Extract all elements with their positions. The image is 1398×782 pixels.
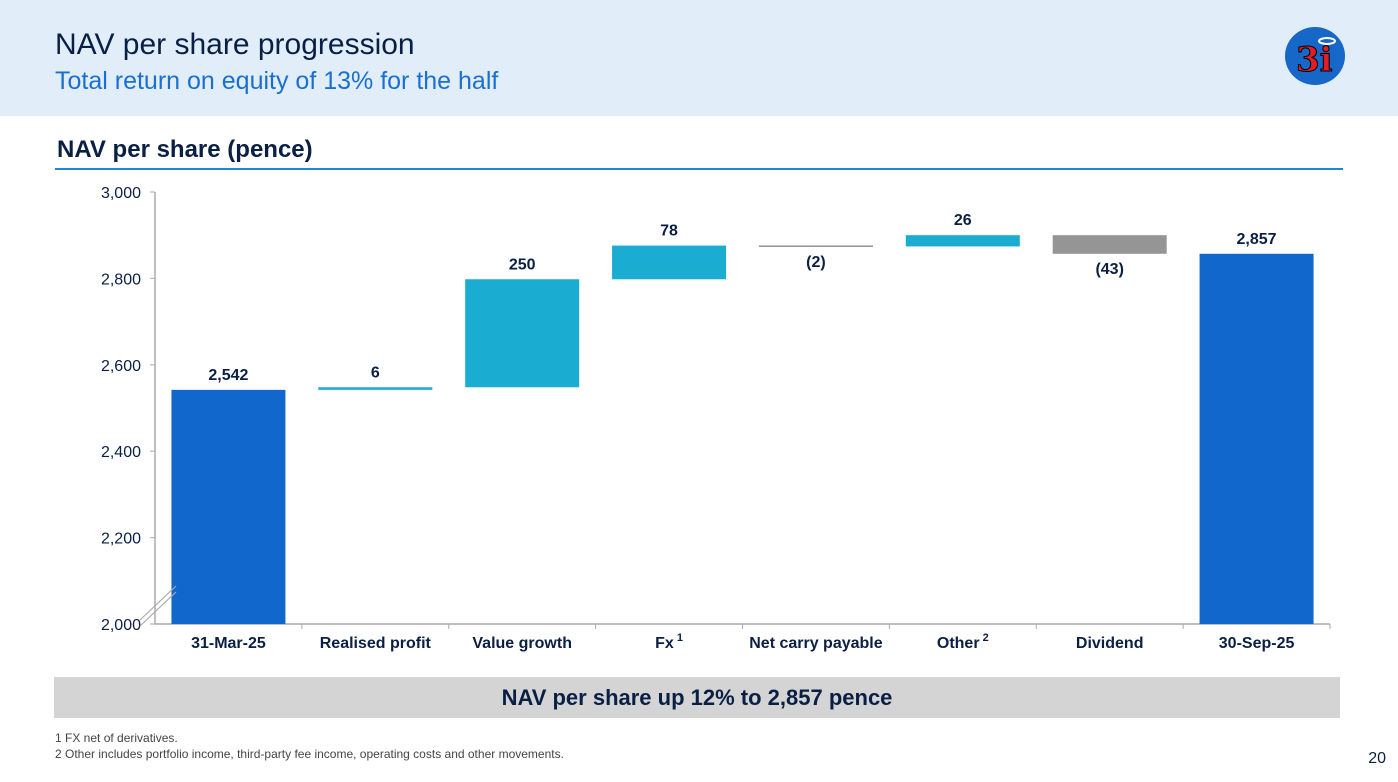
axis-break-mark [139,585,177,621]
data-label: 78 [660,223,678,240]
bar-dividend [1052,235,1167,254]
x-tick-label: Realised profit [320,635,432,652]
bar-other [905,235,1020,247]
x-tick-label: Net carry payable [749,635,883,652]
svg-text:3i: 3i [1296,40,1333,80]
x-tick-label: Fx 1 [655,632,683,652]
page-number: 20 [1368,750,1386,767]
footnote-ref: 1 [674,632,683,644]
data-label: 250 [509,256,536,273]
3i-logo: 3i [1285,27,1345,85]
x-tick-label: Other 2 [937,632,989,652]
footnote-1: 1 FX net of derivatives. [55,731,178,745]
bar-fx [612,245,727,280]
y-tick-label: 2,800 [101,271,141,288]
footnote-2: 2 Other includes portfolio income, third… [55,747,564,761]
footnote-ref: 2 [980,632,989,644]
summary-banner: NAV per share up 12% to 2,857 pence [54,677,1340,718]
bar-value-growth [465,279,580,388]
data-label: (43) [1095,261,1123,278]
data-label: 26 [954,212,972,229]
x-tick-label: 30-Sep-25 [1219,635,1295,652]
y-tick-label: 2,000 [101,617,141,634]
title-rule [55,168,1343,170]
data-label: 2,542 [208,367,248,384]
x-tick-label: 31-Mar-25 [191,635,266,652]
bar-30-sep-25 [1199,253,1314,624]
page-subtitle: Total return on equity of 13% for the ha… [55,67,499,95]
data-label: (2) [806,254,826,271]
page-title: NAV per share progression [55,28,415,61]
bar-realised-profit [318,387,433,390]
y-tick-label: 2,400 [101,444,141,461]
bar-net-carry-payable [758,245,873,247]
y-tick-label: 2,600 [101,358,141,375]
axis-break-mark [139,591,177,627]
header-band [0,0,1398,116]
bar-31-mar-25 [171,389,286,624]
y-tick-label: 2,200 [101,531,141,548]
chart-title: NAV per share (pence) [57,136,313,163]
x-tick-label: Dividend [1076,635,1144,652]
y-tick-label: 3,000 [101,185,141,202]
waterfall-chart: 2,000 2,200 2,400 2,600 2,800 3,000 2,542 31-Ma… [101,185,1331,652]
data-label: 2,857 [1237,231,1277,248]
data-label: 6 [371,364,380,381]
x-tick-label: Value growth [472,635,572,652]
